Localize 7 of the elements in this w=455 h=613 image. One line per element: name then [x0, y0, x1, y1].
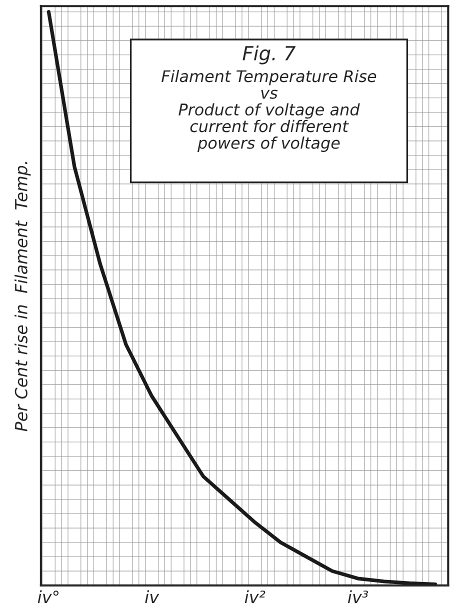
x-tick-label: iv³: [348, 590, 368, 603]
x-tick-label: iv°: [38, 590, 59, 603]
text: Filament Temperature Rise vs Product of voltage and current for different powers of voltage: [162, 70, 376, 152]
annotation: Fig. 7: [242, 46, 296, 64]
y-axis-title: Per Cent rise in Filament Temp.: [14, 162, 31, 432]
x-tick-label: iv²: [244, 590, 266, 603]
x-tick-label: iv: [145, 590, 160, 603]
